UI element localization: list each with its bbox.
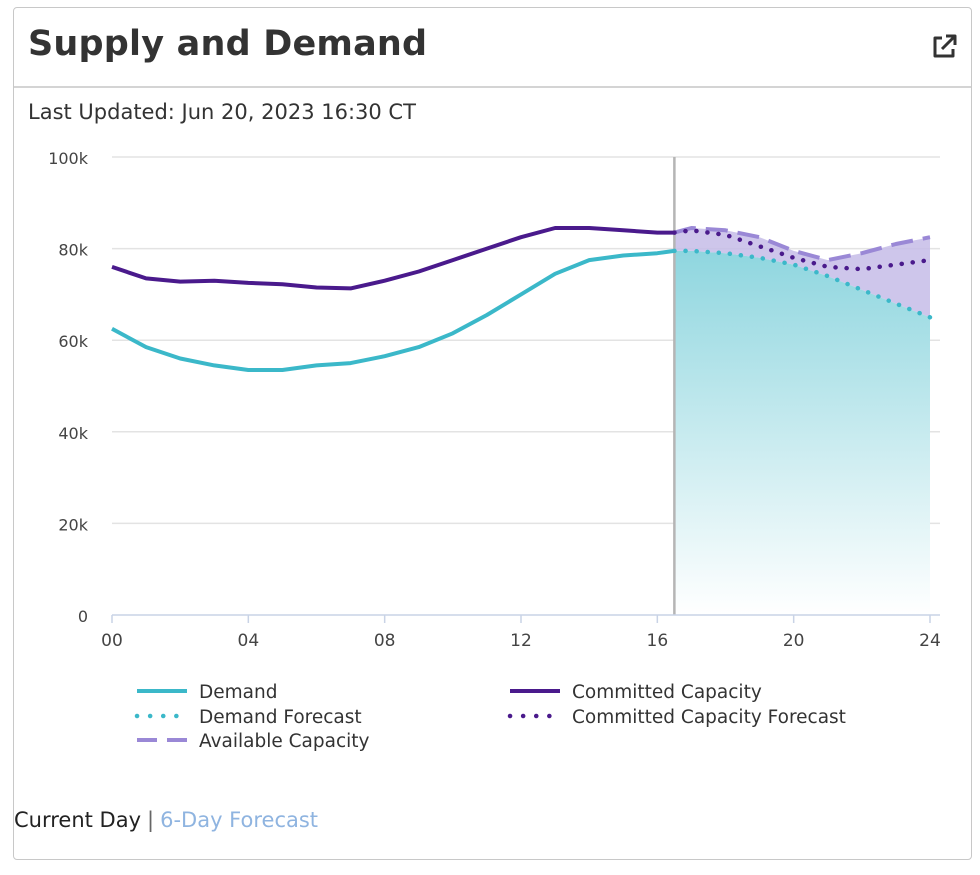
y-tick-label: 100k [48, 149, 89, 168]
series-line-committed-capacity-forecast [672, 228, 933, 272]
chart-view-switcher: Current Day | 6-Day Forecast [14, 808, 318, 832]
x-tick-label: 00 [101, 631, 123, 651]
last-updated-text: Last Updated: Jun 20, 2023 16:30 CT [28, 100, 416, 124]
y-tick-label: 40k [58, 424, 88, 443]
x-tick-label: 04 [238, 631, 260, 651]
legend-label: Committed Capacity Forecast [572, 707, 846, 728]
supply-demand-chart: 0 20k 40k 60k 80k 100k 00 04 08 12 16 20 24 Demand Co… [48, 149, 941, 752]
y-tick-label: 80k [58, 241, 88, 260]
x-tick-label: 16 [647, 631, 669, 651]
x-tick-label: 12 [510, 631, 532, 651]
legend-label: Demand [199, 682, 277, 703]
series-line-committed-capacity [111, 226, 675, 291]
x-tick-label: 20 [783, 631, 805, 651]
current-day-label: Current Day [14, 808, 142, 832]
series-line-demand [111, 248, 675, 372]
legend-label: Committed Capacity [572, 682, 762, 703]
x-tick-label: 08 [374, 631, 396, 651]
legend-label: Demand Forecast [199, 707, 362, 728]
six-day-forecast-link[interactable]: 6-Day Forecast [160, 808, 319, 832]
y-tick-label: 20k [58, 515, 88, 534]
card-header: Supply and Demand [14, 8, 971, 88]
external-link-icon[interactable] [929, 32, 959, 62]
y-tick-label: 0 [78, 607, 88, 626]
y-tick-label: 60k [58, 332, 88, 351]
legend-label: Available Capacity [199, 731, 370, 752]
available-capacity-area [674, 228, 930, 318]
series-line-demand-forecast [672, 248, 933, 320]
x-tick-label: 24 [919, 631, 941, 651]
demand-forecast-area [674, 250, 930, 615]
card-title: Supply and Demand [28, 24, 428, 64]
view-separator: | [147, 808, 155, 832]
